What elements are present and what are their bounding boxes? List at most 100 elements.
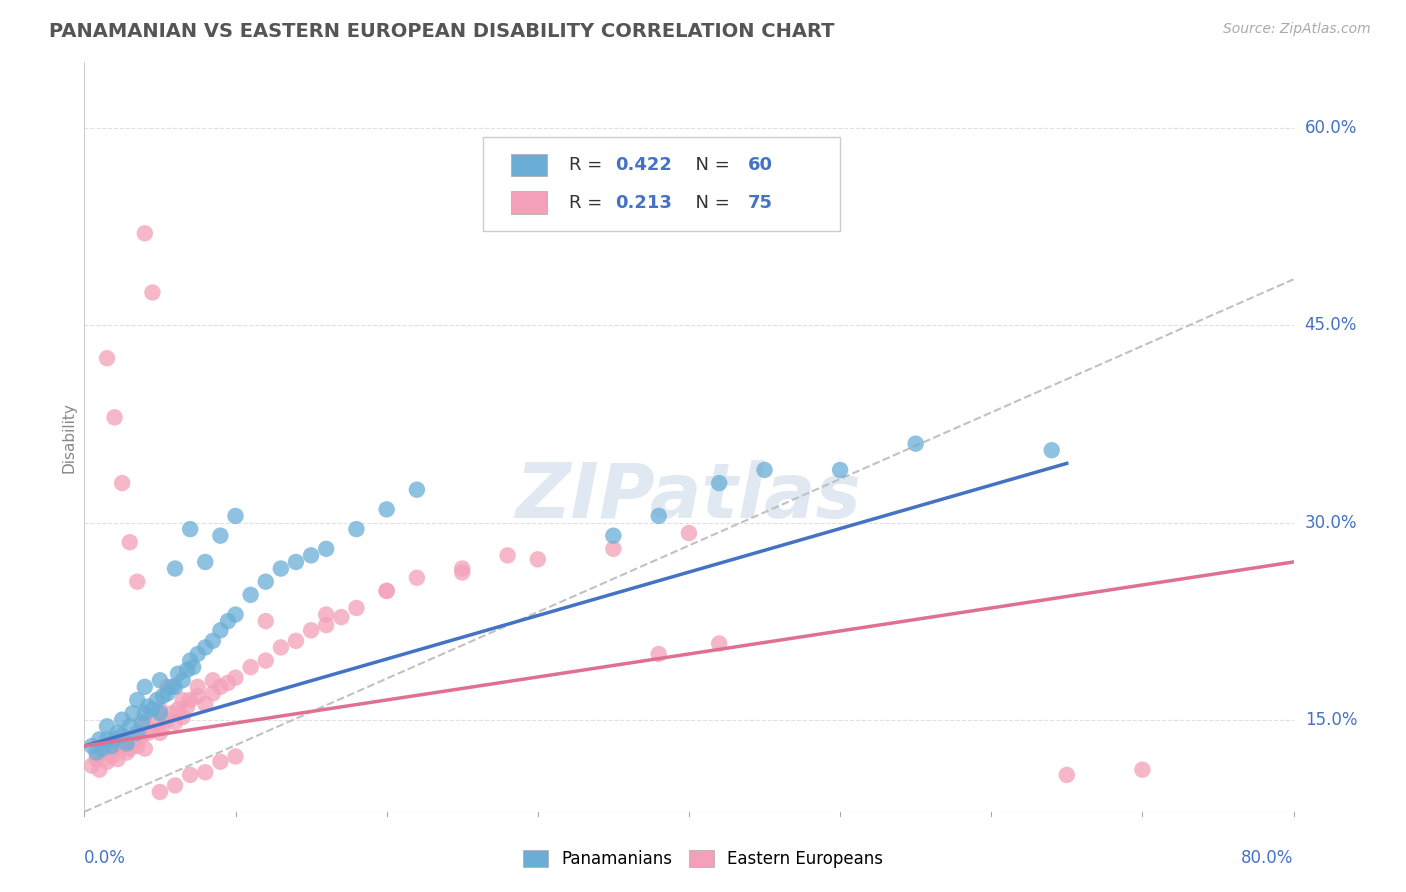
Point <box>270 640 292 655</box>
Point <box>131 729 153 743</box>
Point <box>100 749 122 764</box>
Point <box>146 715 169 730</box>
Point <box>172 693 194 707</box>
Point <box>127 739 149 753</box>
Point <box>165 680 187 694</box>
Point <box>96 719 118 733</box>
Point <box>602 541 624 556</box>
Point <box>709 636 731 650</box>
Point <box>111 476 134 491</box>
Point <box>201 633 224 648</box>
Text: 60.0%: 60.0% <box>1305 120 1357 137</box>
Point <box>91 741 114 756</box>
Point <box>830 463 852 477</box>
Point <box>176 663 198 677</box>
Text: N =: N = <box>685 194 735 211</box>
Point <box>146 693 169 707</box>
Point <box>121 732 143 747</box>
Point <box>160 680 183 694</box>
Point <box>1056 768 1078 782</box>
Point <box>111 713 134 727</box>
Point <box>209 529 232 543</box>
Text: 30.0%: 30.0% <box>1305 514 1357 532</box>
Text: 60: 60 <box>748 156 773 174</box>
Point <box>149 785 172 799</box>
Point <box>165 779 187 793</box>
Point <box>149 706 172 720</box>
Text: 0.422: 0.422 <box>616 156 672 174</box>
Point <box>254 614 277 628</box>
Point <box>134 741 156 756</box>
Point <box>1040 443 1063 458</box>
Point <box>80 739 103 753</box>
Point <box>187 689 209 703</box>
Point <box>209 624 232 638</box>
Point <box>104 732 127 747</box>
Point <box>217 614 239 628</box>
Point <box>131 715 153 730</box>
Text: 0.213: 0.213 <box>616 194 672 211</box>
Point <box>285 555 308 569</box>
Point <box>406 571 429 585</box>
Point <box>167 666 190 681</box>
Point <box>904 436 927 450</box>
Point <box>285 633 308 648</box>
Point <box>209 755 232 769</box>
Point <box>118 719 141 733</box>
Point <box>115 736 138 750</box>
Point <box>104 410 127 425</box>
Point <box>89 732 111 747</box>
Point <box>121 706 143 720</box>
Point <box>346 601 368 615</box>
Point <box>172 673 194 688</box>
FancyBboxPatch shape <box>512 191 547 214</box>
Point <box>156 680 179 694</box>
Point <box>156 713 179 727</box>
Point <box>127 574 149 589</box>
Text: ZIPatlas: ZIPatlas <box>516 460 862 534</box>
Point <box>118 741 141 756</box>
Point <box>648 508 671 523</box>
Point <box>134 680 156 694</box>
Point <box>181 660 204 674</box>
Point <box>172 710 194 724</box>
Point <box>134 706 156 720</box>
Point <box>496 549 519 563</box>
Point <box>179 522 201 536</box>
Point <box>179 768 201 782</box>
Point <box>89 763 111 777</box>
Point <box>209 680 232 694</box>
Point <box>375 583 398 598</box>
Point <box>194 697 217 711</box>
Point <box>165 561 187 575</box>
FancyBboxPatch shape <box>512 153 547 177</box>
Point <box>330 610 353 624</box>
Point <box>315 541 337 556</box>
Legend: Panamanians, Eastern Europeans: Panamanians, Eastern Europeans <box>516 843 890 875</box>
Point <box>451 561 474 575</box>
Point <box>107 726 129 740</box>
Text: PANAMANIAN VS EASTERN EUROPEAN DISABILITY CORRELATION CHART: PANAMANIAN VS EASTERN EUROPEAN DISABILIT… <box>49 22 835 41</box>
Point <box>91 746 114 760</box>
Point <box>239 660 262 674</box>
Point <box>80 758 103 772</box>
Point <box>141 723 163 738</box>
FancyBboxPatch shape <box>484 137 841 231</box>
Point <box>152 689 174 703</box>
Point <box>270 561 292 575</box>
Point <box>107 752 129 766</box>
Point <box>648 647 671 661</box>
Text: N =: N = <box>685 156 735 174</box>
Point <box>602 529 624 543</box>
Point <box>239 588 262 602</box>
Text: 80.0%: 80.0% <box>1241 848 1294 866</box>
Point <box>375 583 398 598</box>
Point <box>152 719 174 733</box>
Point <box>118 535 141 549</box>
Point <box>254 654 277 668</box>
Point <box>127 693 149 707</box>
Text: Source: ZipAtlas.com: Source: ZipAtlas.com <box>1223 22 1371 37</box>
Point <box>225 671 247 685</box>
Text: R =: R = <box>569 194 609 211</box>
Point <box>179 693 201 707</box>
